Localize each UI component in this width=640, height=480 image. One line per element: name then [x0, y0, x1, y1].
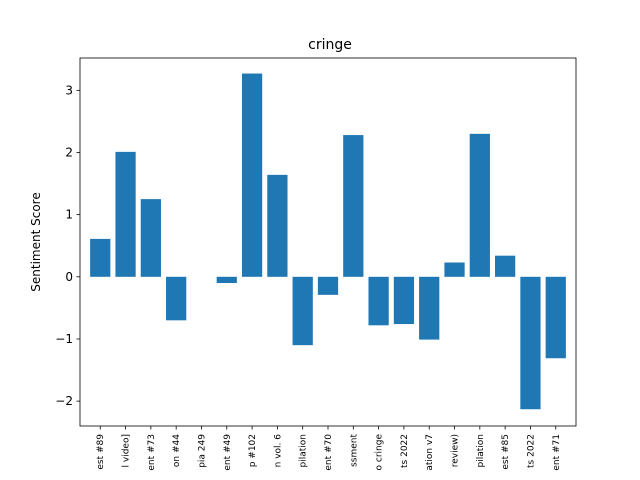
y-tick-label: 1	[65, 208, 73, 222]
y-tick-label: −2	[55, 394, 73, 408]
y-axis-label: Sentiment Score	[29, 192, 43, 291]
bar	[216, 276, 237, 284]
bar	[419, 276, 440, 340]
x-tick-label: pilation	[299, 434, 309, 467]
x-tick-label: ssment	[349, 434, 359, 467]
x-tick-label: pia 249	[197, 434, 207, 468]
bar	[393, 276, 415, 325]
bar	[90, 238, 111, 277]
x-tick-label: ent #71	[552, 434, 562, 471]
x-tick-label: ent #73	[147, 434, 157, 471]
x-tick-label: p #102	[248, 434, 258, 467]
y-tick-label: 0	[65, 270, 73, 284]
x-tick-label: ts 2022	[400, 434, 410, 468]
bar	[317, 276, 339, 295]
x-tick-label: ts 2022	[526, 434, 536, 468]
y-axis-ticks: −2 −1 0 1 2 3	[55, 83, 80, 408]
bar	[343, 135, 364, 277]
bar	[292, 276, 313, 346]
bar	[166, 276, 187, 321]
bar	[495, 255, 516, 277]
x-tick-label: est #89	[96, 434, 106, 470]
y-tick-label: 2	[65, 145, 73, 159]
x-tick-label: o cringe	[375, 434, 385, 471]
bars-group	[90, 73, 566, 410]
x-axis-ticks: est #89 l video] ent #73 on #44 pia 249 ent #…	[96, 426, 562, 471]
bar	[368, 276, 389, 326]
bar	[140, 199, 161, 277]
x-tick-label: l video]	[122, 434, 132, 467]
bar	[545, 276, 566, 359]
x-tick-label: n vol. 6	[273, 434, 283, 468]
x-tick-label: ent #49	[223, 434, 233, 471]
x-tick-label: pilation	[476, 434, 486, 467]
x-tick-label: ent #70	[324, 434, 334, 471]
bar	[520, 276, 541, 410]
x-tick-label: ation v7	[425, 434, 435, 471]
y-tick-label: −1	[55, 332, 73, 346]
bar	[241, 73, 263, 277]
bar	[469, 133, 490, 277]
y-tick-label: 3	[65, 83, 73, 97]
bar	[115, 151, 136, 277]
x-tick-label: est #85	[501, 434, 511, 470]
x-tick-label: review)	[451, 434, 461, 467]
x-tick-label: on #44	[172, 434, 182, 467]
bar	[444, 262, 465, 277]
chart-title: cringe	[308, 37, 352, 53]
bar	[267, 174, 288, 277]
